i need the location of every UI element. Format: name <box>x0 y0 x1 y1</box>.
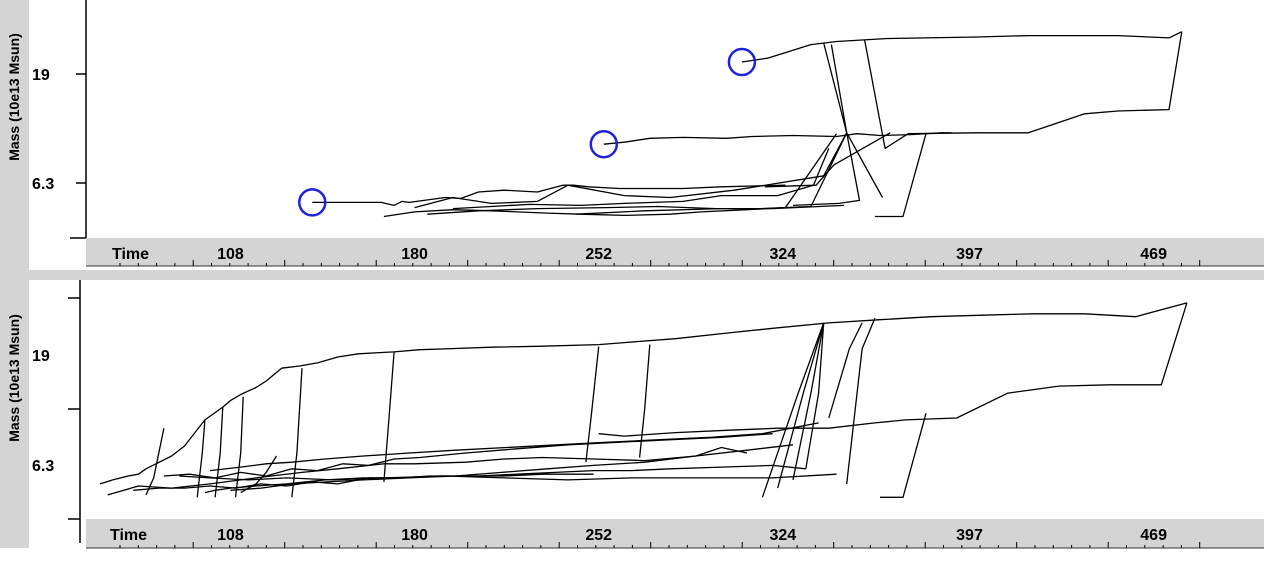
series-line-top-9 <box>792 42 861 207</box>
x-tick-label-108-top: 108 <box>217 246 244 263</box>
series-line-bottom-6 <box>209 422 819 472</box>
series-line-top-11 <box>874 133 927 218</box>
x-tick-label-108-bottom: 108 <box>217 527 244 544</box>
series-group-bottom <box>99 302 1188 498</box>
series-line-bottom-4 <box>133 473 594 491</box>
x-tick-label-324-bottom: 324 <box>769 527 796 544</box>
series-line-top-5 <box>414 132 848 209</box>
series-line-bottom-21 <box>805 322 825 469</box>
y-axis-strip-top <box>0 0 29 270</box>
series-line-bottom-10 <box>145 428 165 496</box>
x-axis-label-top: Time <box>112 246 149 263</box>
x-tick-label-469-top: 469 <box>1140 246 1167 263</box>
marker-circle-2 <box>727 47 757 77</box>
x-tick-label-397-top: 397 <box>956 246 983 263</box>
marker-circle-1 <box>589 129 619 159</box>
series-line-top-0 <box>741 31 1183 63</box>
series-line-bottom-17 <box>638 344 651 458</box>
x-ticks-top: 108 180 252 324 397 469 <box>119 246 1201 266</box>
y-axis-strip-bottom <box>0 280 29 548</box>
series-line-bottom-0 <box>99 302 1188 485</box>
x-ticks-bottom: 108 180 252 324 397 469 <box>119 527 1201 548</box>
series-line-bottom-9 <box>240 455 278 494</box>
x-tick-label-469-bottom: 469 <box>1140 527 1167 544</box>
y-tick-label-63-top: 6.3 <box>32 176 54 193</box>
series-line-bottom-22 <box>828 322 863 419</box>
series-line-bottom-15 <box>383 351 395 482</box>
series-line-top-6 <box>427 132 848 215</box>
series-line-bottom-3 <box>107 446 748 496</box>
series-line-bottom-20 <box>792 322 825 481</box>
y-tick-label-19-top: 19 <box>32 67 50 84</box>
series-line-bottom-19 <box>777 322 825 489</box>
series-line-top-1 <box>863 31 1183 150</box>
series-line-bottom-14 <box>291 368 303 498</box>
panel-top: Mass (10e13 Msun) 19 6.3 Time 108 180 252 3… <box>0 0 1264 270</box>
x-tick-label-252-top: 252 <box>585 246 612 263</box>
series-line-top-10 <box>764 132 891 188</box>
markers-group-top <box>298 47 757 217</box>
series-line-bottom-18 <box>761 322 825 498</box>
series-line-bottom-23 <box>846 317 876 484</box>
marker-circle-0 <box>298 188 327 217</box>
x-axis-bar-bottom <box>86 519 1264 548</box>
x-tick-label-324-top: 324 <box>769 246 796 263</box>
y-axis-label-top: Mass (10e13 Msun) <box>6 33 22 161</box>
x-tick-label-397-bottom: 397 <box>956 527 983 544</box>
series-line-bottom-11 <box>196 419 206 498</box>
x-tick-label-252-bottom: 252 <box>585 527 612 544</box>
series-line-bottom-16 <box>585 346 600 463</box>
panel-bottom: Mass (10e13 Msun) 19 6.3 Time 108 180 252 3… <box>0 280 1264 549</box>
series-line-bottom-12 <box>214 407 224 498</box>
series-group-top <box>312 31 1183 218</box>
series-line-bottom-5 <box>163 433 773 479</box>
series-line-bottom-8 <box>230 444 794 491</box>
x-tick-label-180-top: 180 <box>401 246 428 263</box>
panel-separator <box>0 270 1264 280</box>
x-axis-label-bottom: Time <box>110 527 147 544</box>
y-axis-label-bottom: Mass (10e13 Msun) <box>6 314 22 442</box>
series-line-top-4 <box>383 133 838 218</box>
series-line-bottom-24 <box>880 413 927 498</box>
series-line-bottom-13 <box>234 396 244 498</box>
series-line-top-7 <box>452 148 830 210</box>
series-line-top-12 <box>830 44 884 198</box>
series-line-top-3 <box>312 184 786 207</box>
y-tick-label-19-bottom: 19 <box>32 348 50 365</box>
y-tick-label-63-bottom: 6.3 <box>32 458 54 475</box>
series-line-top-8 <box>575 204 845 215</box>
x-tick-label-180-bottom: 180 <box>401 527 428 544</box>
series-line-top-2 <box>603 132 952 145</box>
x-axis-bar-top <box>86 238 1264 266</box>
series-line-bottom-1 <box>598 302 1188 437</box>
